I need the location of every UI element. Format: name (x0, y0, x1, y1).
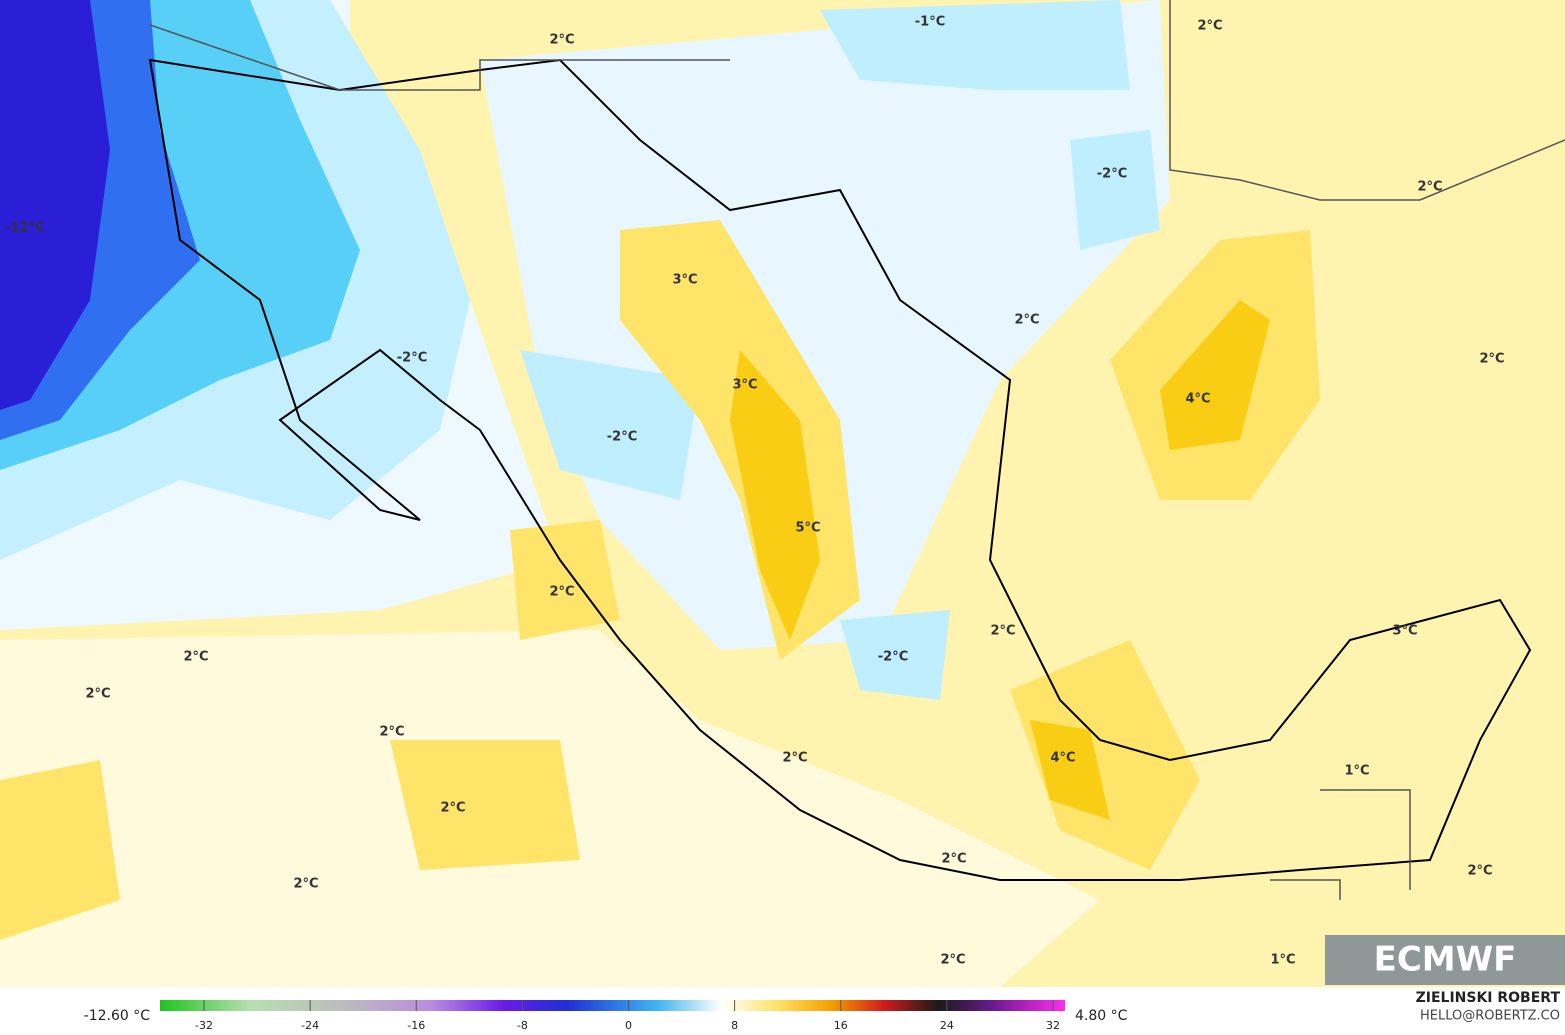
tick-label: 8 (731, 1019, 738, 1032)
cold-area (0, 0, 110, 410)
map-labels: 2°C -1°C 2°C -12°C -2°C 2°C 3°C 2°C -2°C 3°C 2°C 4°… (5, 15, 1504, 968)
temperature-label: 2°C (1417, 180, 1442, 195)
temperature-label: 2°C (85, 687, 110, 702)
email: HELLO@ROBERTZ.CO (1420, 1009, 1560, 1024)
tick-label: 0 (625, 1019, 632, 1032)
temperature-label: 2°C (1014, 313, 1039, 328)
warm-area (0, 220, 1320, 940)
temperature-label: 2°C (1467, 864, 1492, 879)
colorbar (160, 1000, 1065, 1011)
temperature-label: 2°C (782, 751, 807, 766)
temperature-label: -2°C (607, 430, 637, 445)
tick-label: 32 (1046, 1019, 1060, 1032)
tick-label: 24 (940, 1019, 954, 1032)
colorbar-ticks: -32 -24 -16 -8 0 8 16 24 32 (195, 1000, 1060, 1032)
temperature-label: 2°C (1479, 352, 1504, 367)
tick-label: -32 (195, 1019, 213, 1032)
temperature-label: 2°C (990, 624, 1015, 639)
temperature-label: 2°C (549, 585, 574, 600)
warm-area (730, 300, 1270, 820)
temperature-label: 2°C (549, 33, 574, 48)
logo-box (1325, 935, 1565, 985)
temperature-label: 2°C (183, 650, 208, 665)
tick-label: -24 (301, 1019, 319, 1032)
temperature-label: 2°C (1197, 19, 1222, 34)
temperature-label: 2°C (440, 801, 465, 816)
author: ZIELINSKI ROBERT (1416, 990, 1561, 1006)
tick-label: -16 (407, 1019, 425, 1032)
temperature-label: -2°C (397, 351, 427, 366)
temperature-label: 2°C (379, 725, 404, 740)
temperature-label: -12°C (5, 221, 45, 236)
temperature-label: -2°C (878, 650, 908, 665)
temperature-label: -2°C (1097, 167, 1127, 182)
colorbar-min: -12.60 °C (84, 1008, 151, 1024)
map: ECMWF (0, 0, 1565, 987)
temperature-label: 3°C (1392, 624, 1417, 639)
logo: ECMWF (1374, 940, 1517, 980)
coastline (148, 58, 1532, 881)
temperature-label: 5°C (795, 521, 820, 536)
temperature-label: 4°C (1185, 392, 1210, 407)
temperature-label: 1°C (1270, 953, 1295, 968)
temperature-label: 2°C (940, 953, 965, 968)
temperature-label: 1°C (1344, 764, 1369, 779)
tick-label: 16 (834, 1019, 848, 1032)
border (149, 0, 1565, 900)
temperature-label: 3°C (732, 378, 757, 393)
temperature-label: 2°C (941, 852, 966, 867)
tick-label: -8 (517, 1019, 528, 1032)
temperature-label: 4°C (1050, 751, 1075, 766)
temperature-label: -1°C (915, 15, 945, 30)
colorbar-max: 4.80 °C (1075, 1008, 1128, 1024)
temperature-label: 3°C (672, 273, 697, 288)
temperature-label: 2°C (293, 877, 318, 892)
cold-area (520, 0, 1160, 700)
